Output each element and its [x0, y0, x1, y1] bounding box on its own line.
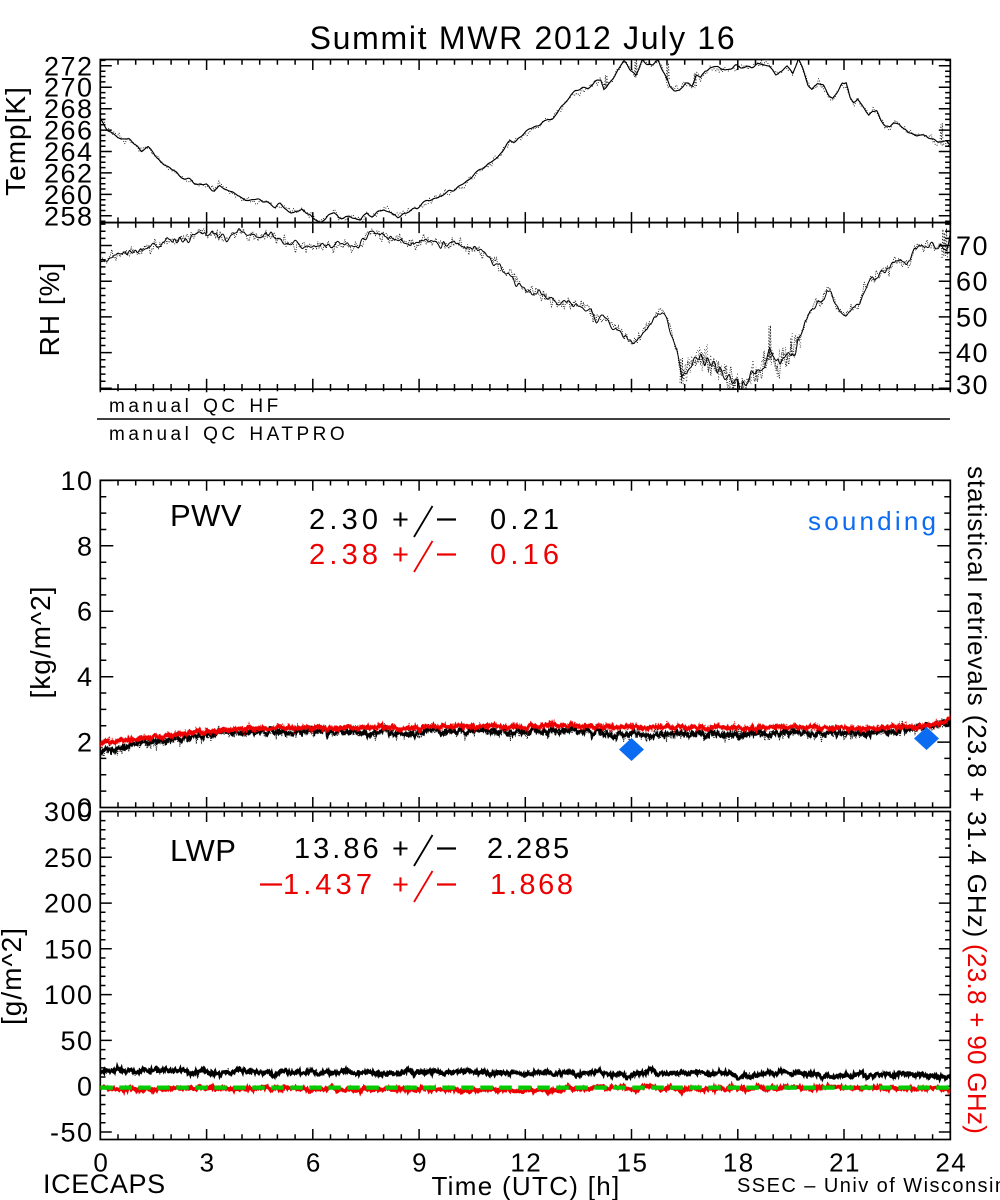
svg-text:[g/m^2]: [g/m^2] [0, 927, 27, 1025]
svg-text:Time (UTC) [h]: Time (UTC) [h] [431, 1171, 620, 1200]
svg-text:262: 262 [44, 158, 94, 188]
svg-text:2.38: 2.38 [309, 539, 382, 571]
svg-text:Temp[K]: Temp[K] [0, 86, 31, 196]
svg-text:260: 260 [44, 180, 94, 210]
svg-text:3: 3 [200, 1148, 216, 1178]
svg-text:6: 6 [77, 597, 94, 627]
svg-text:sounding: sounding [808, 506, 939, 536]
svg-text:264: 264 [44, 137, 94, 167]
svg-text:150: 150 [44, 934, 94, 964]
svg-text:9: 9 [412, 1148, 428, 1178]
svg-text:21: 21 [829, 1148, 861, 1178]
svg-text:RH [%]: RH [%] [34, 262, 65, 357]
svg-text:8: 8 [77, 531, 94, 561]
svg-text:268: 268 [44, 94, 94, 124]
svg-text:2: 2 [77, 728, 94, 758]
svg-text:100: 100 [44, 980, 94, 1010]
svg-text:300: 300 [44, 797, 94, 827]
svg-text:200: 200 [44, 889, 94, 919]
svg-text:10: 10 [60, 466, 93, 496]
svg-text:6: 6 [306, 1148, 322, 1178]
svg-text:266: 266 [44, 116, 94, 146]
svg-text:+: + [392, 833, 409, 865]
svg-text:PWV: PWV [170, 498, 242, 533]
svg-text:4: 4 [77, 662, 94, 692]
svg-text:258: 258 [44, 201, 94, 231]
svg-text:270: 270 [44, 73, 94, 103]
svg-text:70: 70 [956, 231, 989, 261]
svg-text:50: 50 [956, 302, 989, 332]
svg-text:SSEC – Univ of Wisconsin: SSEC – Univ of Wisconsin [737, 1175, 1000, 1197]
svg-text:250: 250 [44, 843, 94, 873]
svg-text:manual QC HF: manual QC HF [109, 396, 282, 417]
svg-text:40: 40 [956, 338, 989, 368]
svg-text:0: 0 [77, 1072, 94, 1102]
svg-text:50: 50 [60, 1026, 93, 1056]
svg-text:LWP: LWP [170, 833, 236, 868]
svg-text:2.30: 2.30 [309, 504, 382, 536]
svg-text:30: 30 [956, 370, 989, 400]
svg-text:1.437: 1.437 [283, 869, 376, 901]
svg-text:60: 60 [956, 267, 989, 297]
svg-text:manual QC HATPRO: manual QC HATPRO [109, 424, 348, 445]
svg-text:+: + [392, 539, 409, 571]
svg-text:+: + [392, 869, 409, 901]
svg-text:0.16: 0.16 [490, 539, 563, 571]
svg-text:12: 12 [510, 1148, 542, 1178]
svg-text:1.868: 1.868 [490, 869, 576, 901]
svg-text:+: + [392, 504, 409, 536]
svg-text:(23.8 + 90 GHz): (23.8 + 90 GHz) [962, 944, 992, 1134]
svg-text:0: 0 [93, 1148, 109, 1178]
svg-text:272: 272 [44, 51, 94, 81]
svg-text:Summit MWR 2012 July 16: Summit MWR 2012 July 16 [310, 20, 737, 56]
svg-text:18: 18 [723, 1148, 755, 1178]
svg-text:2.285: 2.285 [487, 833, 572, 865]
svg-text:[kg/m^2]: [kg/m^2] [25, 586, 56, 699]
svg-text:24: 24 [935, 1148, 967, 1178]
svg-text:0: 0 [77, 793, 94, 823]
svg-text:statistical retrievals (23.8 +: statistical retrievals (23.8 + 31.4 GHz) [962, 466, 992, 938]
svg-text:0.21: 0.21 [490, 504, 563, 536]
svg-text:-50: -50 [50, 1117, 94, 1147]
svg-text:ICECAPS: ICECAPS [43, 1169, 166, 1199]
svg-text:15: 15 [617, 1148, 649, 1178]
svg-text:13.86: 13.86 [294, 833, 382, 865]
